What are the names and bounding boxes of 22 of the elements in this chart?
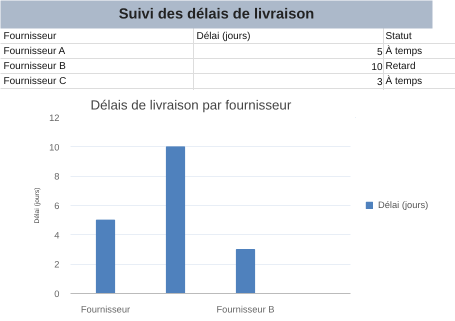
text: 3 bbox=[376, 77, 383, 88]
text: Fournisseur B bbox=[4, 61, 66, 72]
y-tick-label: 10 bbox=[49, 142, 60, 152]
text: Statut bbox=[386, 31, 412, 42]
text: À temps bbox=[386, 75, 422, 87]
y-tick-label: 6 bbox=[54, 201, 60, 211]
chart-title: Suivi des délais de livraison bbox=[118, 6, 314, 22]
text: Fournisseur bbox=[4, 31, 57, 42]
y-tick-label: 0 bbox=[54, 289, 60, 299]
y-tick-label: 2 bbox=[54, 260, 60, 270]
text: 5 bbox=[376, 47, 383, 58]
text: Délai (jours) bbox=[196, 31, 250, 42]
y-tick-label: 4 bbox=[54, 230, 60, 240]
text: Fournisseur A bbox=[4, 46, 66, 57]
text: Retard bbox=[386, 61, 416, 72]
text: Fournisseur C bbox=[4, 76, 66, 87]
y-tick-label: 8 bbox=[54, 172, 60, 182]
y-tick-label: 12 bbox=[49, 113, 60, 123]
text: À temps bbox=[386, 45, 422, 57]
legend-label: Délai (jours) bbox=[378, 200, 428, 210]
text: 10 bbox=[371, 62, 383, 73]
chart-subtitle: Délais de livraison par fournisseur bbox=[90, 98, 292, 112]
